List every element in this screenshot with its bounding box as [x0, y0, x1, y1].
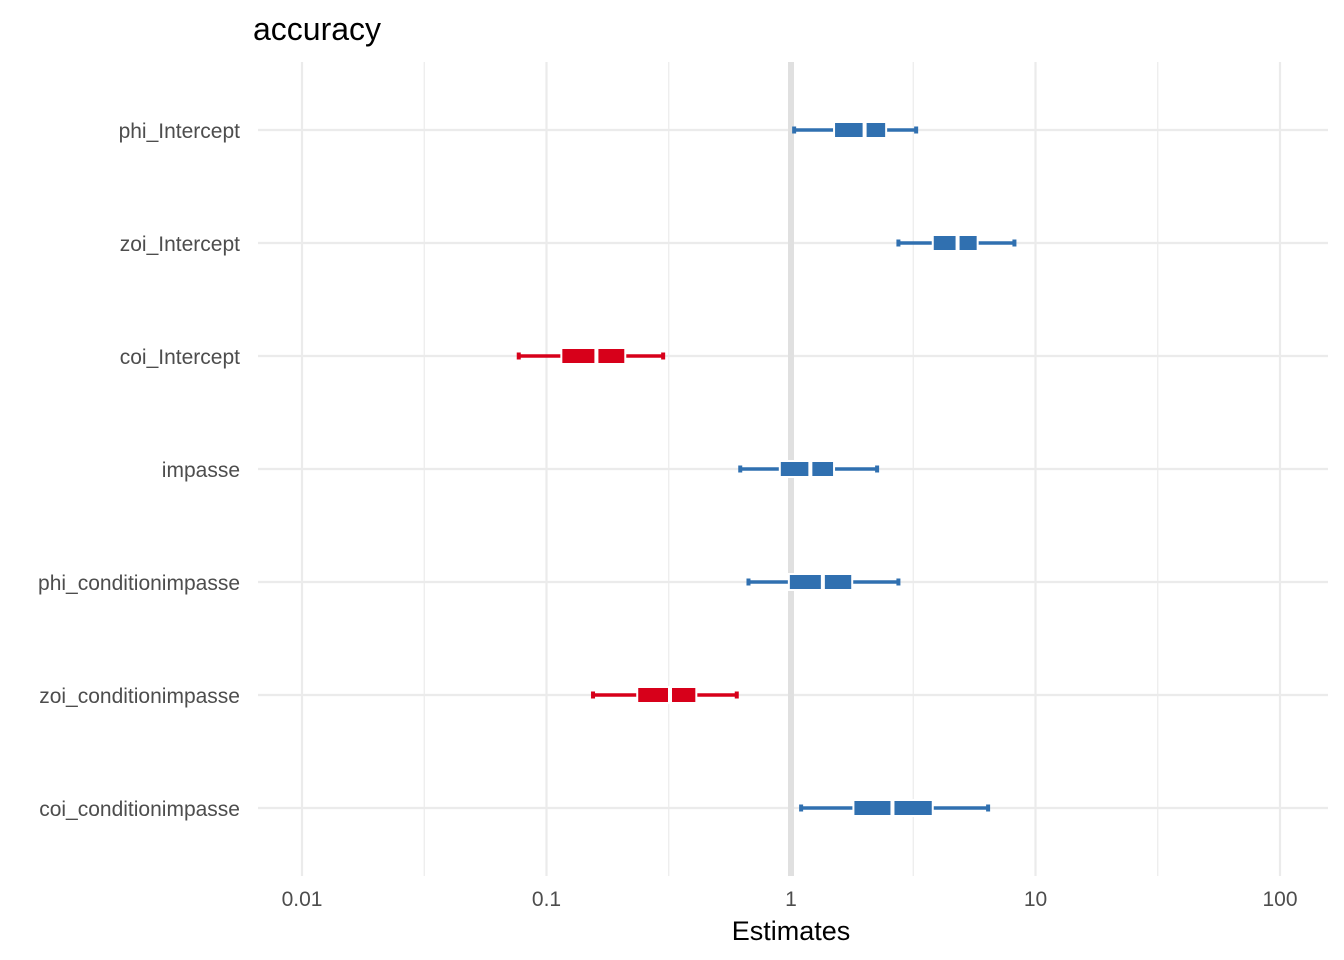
- y-tick-label: impasse: [162, 459, 240, 482]
- inner-interval: [560, 347, 627, 365]
- x-tick-label: 100: [1262, 888, 1297, 911]
- term-coi_conditionimpasse: [799, 799, 991, 817]
- y-tick-label: zoi_Intercept: [120, 233, 240, 256]
- interval-cap-high: [661, 352, 666, 360]
- interval-cap-high: [914, 126, 919, 134]
- interval-cap-high: [1012, 239, 1017, 247]
- x-tick-label: 1: [785, 888, 797, 911]
- interval-cap-high: [986, 804, 991, 812]
- interval-cap-low: [746, 578, 751, 586]
- inner-interval: [833, 121, 888, 139]
- inner-interval: [931, 234, 979, 252]
- interval-cap-low: [896, 239, 901, 247]
- y-tick-label: phi_Intercept: [119, 120, 241, 143]
- x-axis-title: Estimates: [732, 916, 851, 946]
- inner-interval: [778, 460, 836, 478]
- interval-cap-high: [875, 465, 880, 473]
- interval-cap-low: [591, 691, 596, 699]
- chart-title: accuracy: [253, 11, 381, 47]
- interval-cap-high: [734, 691, 739, 699]
- inner-interval: [636, 686, 698, 704]
- x-axis-labels: 0.01 0.1 1 10 100: [282, 888, 1298, 911]
- interval-cap-low: [738, 465, 743, 473]
- term-coi_Intercept: [516, 347, 666, 365]
- interval-cap-high: [896, 578, 901, 586]
- interval-cap-low: [516, 352, 521, 360]
- x-tick-label: 10: [1024, 888, 1047, 911]
- term-phi_Intercept: [792, 121, 919, 139]
- term-impasse: [738, 460, 880, 478]
- x-tick-label: 0.1: [532, 888, 561, 911]
- interval-cap-low: [792, 126, 797, 134]
- estimate-marks: [516, 121, 1017, 817]
- y-tick-label: zoi_conditionimpasse: [39, 685, 240, 708]
- y-tick-label: phi_conditionimpasse: [38, 572, 240, 595]
- y-axis-labels: phi_Intercept zoi_Intercept coi_Intercepti…: [38, 120, 240, 821]
- inner-interval: [787, 573, 854, 591]
- interval-cap-low: [799, 804, 804, 812]
- y-tick-label: coi_Intercept: [120, 346, 240, 369]
- term-phi_conditionimpasse: [746, 573, 901, 591]
- term-zoi_Intercept: [896, 234, 1017, 252]
- term-zoi_conditionimpasse: [591, 686, 739, 704]
- y-tick-label: coi_conditionimpasse: [39, 798, 240, 821]
- x-tick-label: 0.01: [282, 888, 323, 911]
